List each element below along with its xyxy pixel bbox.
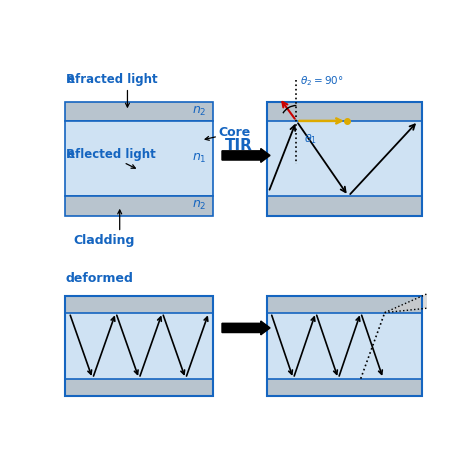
Bar <box>65 379 213 396</box>
Text: R: R <box>65 148 74 161</box>
Text: Cladding: Cladding <box>73 234 135 246</box>
Bar <box>65 296 213 312</box>
Text: TIR: TIR <box>225 138 253 153</box>
Text: deformed: deformed <box>65 272 133 285</box>
Text: eflected light: eflected light <box>67 148 156 161</box>
Text: R: R <box>65 73 74 86</box>
Bar <box>267 101 422 216</box>
Bar <box>267 296 422 312</box>
Bar <box>267 101 422 121</box>
FancyArrow shape <box>222 148 270 163</box>
Bar <box>65 312 213 379</box>
Bar <box>267 379 422 396</box>
Text: $n_2$: $n_2$ <box>192 105 207 118</box>
Text: $n_1$: $n_1$ <box>192 152 207 165</box>
Bar <box>65 196 213 216</box>
Text: efracted light: efracted light <box>67 73 158 86</box>
Text: $n_2$: $n_2$ <box>192 199 207 212</box>
Text: $\theta_2=90°$: $\theta_2=90°$ <box>300 74 344 88</box>
Bar <box>267 312 422 379</box>
Bar <box>267 296 422 396</box>
Bar <box>267 196 422 216</box>
Bar <box>65 296 213 396</box>
Bar <box>267 121 422 196</box>
FancyArrow shape <box>222 321 270 335</box>
Polygon shape <box>385 284 449 312</box>
Bar <box>65 101 213 121</box>
Bar <box>65 121 213 196</box>
Text: $\theta_1$: $\theta_1$ <box>304 132 317 146</box>
Text: Core: Core <box>218 126 250 139</box>
